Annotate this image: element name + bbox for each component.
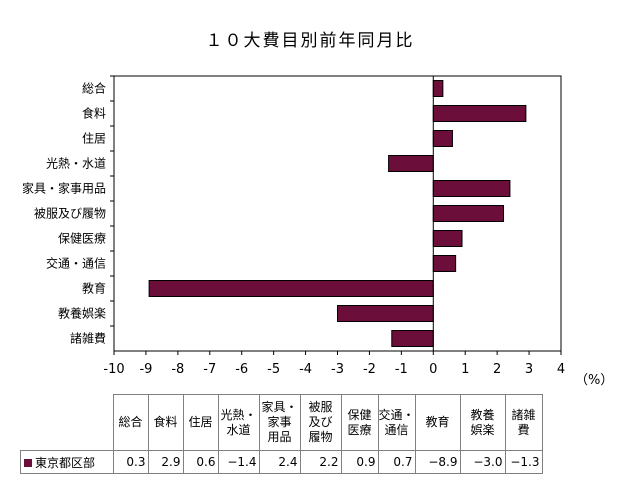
bar — [148, 280, 434, 297]
table-cell: −1.3 — [504, 450, 543, 474]
table-header-cell: 諸雑費 — [504, 394, 543, 451]
table-header-cell: 光熱・ 水道 — [217, 394, 260, 451]
bar — [432, 180, 511, 197]
row-label-text: 東京都区部 — [35, 455, 96, 470]
x-tick-label: -4 — [299, 362, 312, 377]
bar — [432, 230, 463, 247]
x-tick-label: 2 — [493, 362, 501, 377]
x-tick-label: 3 — [525, 362, 533, 377]
x-tick-label: 4 — [557, 362, 565, 377]
bar — [432, 105, 527, 122]
x-tick-label: -5 — [267, 362, 280, 377]
bar — [432, 80, 444, 97]
table-cell: 2.9 — [147, 450, 184, 474]
table-header-cell: 家具・ 家事 用品 — [258, 394, 301, 451]
category-label: 保健医療 — [58, 232, 106, 246]
bar — [391, 330, 434, 347]
table-cell: 0.3 — [112, 450, 149, 474]
table-row: 東京都区部 0.3 2.9 0.6 −1.4 2.4 2.2 0.9 0.7 −8.9 −3.0−… — [20, 450, 543, 474]
category-label: 家具・家事用品 — [22, 181, 106, 196]
table-cell: 0.6 — [182, 450, 219, 474]
x-tick-label: 1 — [461, 362, 469, 377]
x-tick-label: -2 — [363, 362, 376, 377]
category-label: 光熱・水道 — [46, 157, 106, 171]
category-label: 食料 — [82, 106, 106, 121]
table-cell: 0.9 — [340, 450, 379, 474]
x-tick-label: -6 — [235, 362, 248, 377]
chart-title: １０大費目別前年同月比 — [205, 31, 415, 51]
table-cell: −1.4 — [217, 450, 260, 474]
table-cell: 0.7 — [377, 450, 416, 474]
table-cell: 2.2 — [299, 450, 342, 474]
row-label: 東京都区部 — [20, 450, 114, 474]
category-label: 教養娯楽 — [58, 306, 106, 321]
table-header-row: 総合 食料 住居 光熱・ 水道 家具・ 家事 用品 被服 及び 履物 保健 医療 交通・ 通信 教育 教養 娯楽諸… — [20, 394, 543, 451]
table-header-cell: 保健 医療 — [340, 394, 379, 451]
table-cell: −8.9 — [414, 450, 461, 474]
table-header-cell: 被服 及び 履物 — [299, 394, 342, 451]
series-swatch — [24, 459, 32, 467]
x-tick-label: -10 — [103, 362, 124, 377]
table-header-cell: 食料 — [147, 394, 184, 451]
x-tick-label: -8 — [171, 362, 184, 377]
table-header-cell: 教養 娯楽 — [459, 394, 506, 451]
category-label: 諸雑費 — [70, 331, 106, 346]
table-header-cell: 交通・ 通信 — [377, 394, 416, 451]
bar — [388, 155, 434, 172]
bar — [432, 130, 453, 147]
table-corner — [20, 394, 114, 451]
table-header-cell: 教育 — [414, 394, 461, 451]
table-header-cell: 住居 — [182, 394, 219, 451]
bar — [432, 255, 457, 272]
x-tick-label: -3 — [331, 362, 344, 377]
table-header-cell: 総合 — [112, 394, 149, 451]
x-tick-label: -7 — [203, 362, 216, 377]
table-cell: −3.0 — [459, 450, 506, 474]
category-label: 被服及び履物 — [34, 207, 106, 221]
x-tick-label: 0 — [429, 362, 437, 377]
category-label: 教育 — [82, 281, 106, 296]
category-label: 住居 — [82, 132, 106, 146]
x-tick-label: -9 — [139, 362, 152, 377]
x-tick-label: -1 — [395, 362, 408, 377]
data-table: 総合 食料 住居 光熱・ 水道 家具・ 家事 用品 被服 及び 履物 保健 医療 交通・ 通信 教育 教養 娯楽諸… — [20, 394, 543, 474]
unit-label: （%） — [575, 373, 614, 388]
table-cell: 2.4 — [258, 450, 301, 474]
category-label: 交通・通信 — [46, 256, 106, 271]
bar — [337, 305, 434, 322]
bar-chart: 総合食料住居光熱・水道家具・家事用品被服及び履物保健医療交通・通信教育教養娯楽諸… — [22, 75, 565, 377]
category-label: 総合 — [82, 81, 106, 96]
bar — [432, 205, 505, 222]
